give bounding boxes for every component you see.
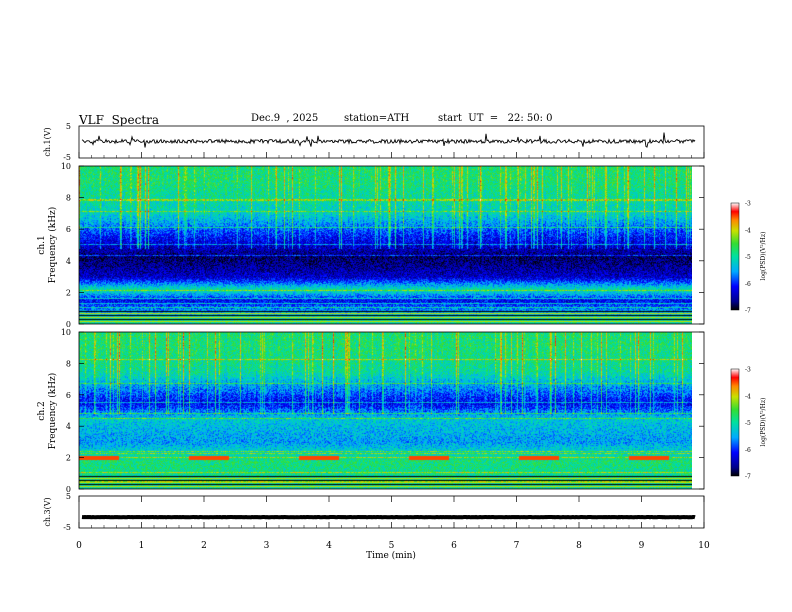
ch3-waveform-panel: 5 -5 ch.3(V) 0 1 2 3 4 5 6 7 8 9 10 Time (min) [43,152,710,561]
time-tick-label: 9 [639,541,645,551]
ch1-spectrogram-ylabel-channel: ch.1 [37,235,47,254]
time-tick-label: 0 [76,541,82,551]
yt3-tick-label: 10 [61,328,71,337]
time-tick-label: 4 [326,541,332,551]
yt2-tick-label: 2 [66,288,71,297]
cb1-tick-label: -5 [745,254,751,261]
ch3-ytick-bottom: -5 [63,523,71,532]
cb1-tick-label: -3 [745,201,751,208]
cb2-tick-label: -4 [745,393,751,400]
ch2-spectrogram-image [79,332,692,489]
yt2-tick-label: 4 [66,257,71,266]
spec2-raster [79,332,692,489]
ch2-colorbar [730,368,740,477]
ch2-spectrogram-ylabel-channel: ch.2 [37,401,47,420]
time-tick-label: 5 [389,541,395,551]
yt2-tick-label: 10 [61,162,71,171]
time-axis-label: Time (min) [366,550,416,561]
ch2-colorbar-label: log(PSD)(V²/Hz) [760,398,767,447]
cb2-tick-label: -6 [745,447,751,454]
header-station: station=ATH [344,113,410,124]
ch2-spectrogram-frame [78,331,705,490]
ch3-waveform-ylabel: ch.3(V) [43,497,52,526]
ch1-ytick-top: 5 [66,122,71,131]
ch1-colorbar-label: log(PSD)(V²/Hz) [760,232,767,281]
ch1-waveform-ylabel: ch.1(V) [43,127,52,156]
header-start-ut: start UT = 22: 50: 0 [438,113,553,124]
cb2-tick-label: -7 [745,474,751,481]
yt2-tick-label: 8 [66,194,71,203]
cb2-tick-label: -3 [745,367,751,374]
yt3-tick-label: 2 [66,454,71,463]
yt2-tick-label: 0 [66,320,71,329]
ch1-spectrogram-frame [78,165,705,325]
ch1-colorbar [730,202,740,311]
ch1-waveform-line [81,132,696,148]
time-tick-label: 10 [698,541,710,551]
cb1-tick-label: -7 [745,308,751,315]
ch2-spectrogram-ylabel-frequency: Frequency (kHz) [47,373,58,450]
ch1-spectrogram-ylabel-frequency: Frequency (kHz) [47,207,58,284]
yt2-tick-label: 6 [66,225,71,234]
spec1-raster [79,166,692,324]
ch3-ytick-top: 5 [66,492,71,501]
yt3-tick-label: 0 [66,485,71,494]
time-tick-label: 2 [201,541,207,551]
cb2-tick-label: -5 [745,420,751,427]
time-tick-label: 3 [264,541,270,551]
cb1-tick-label: -4 [745,227,751,234]
ch1-waveform-panel: 5 -5 ch.1(V) [43,122,705,162]
cb1-tick-label: -6 [745,281,751,288]
yt3-tick-label: 6 [66,391,71,400]
yt3-tick-label: 4 [66,422,71,431]
time-tick-label: 1 [139,541,145,551]
ch1-spectrogram-image [79,166,692,324]
ch1-ytick-bottom: -5 [63,153,71,162]
time-tick-label: 6 [451,541,457,551]
time-tick-label: 8 [576,541,582,551]
header-date: Dec.9 , 2025 [251,113,319,124]
time-tick-label: 7 [514,541,520,551]
chart-title: VLF Spectra [79,113,160,127]
yt3-tick-label: 8 [66,359,71,368]
